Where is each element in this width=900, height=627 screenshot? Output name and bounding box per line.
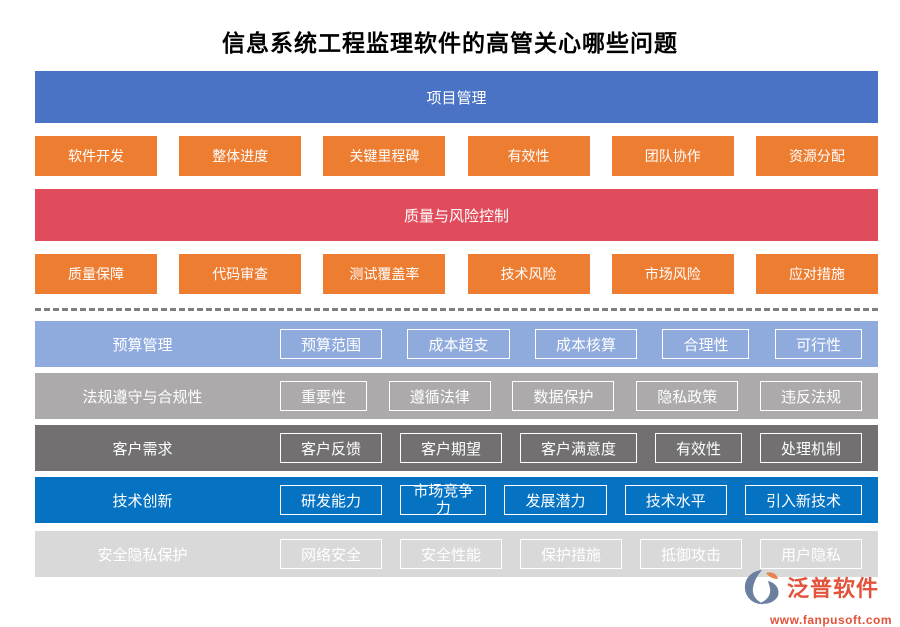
row-label: 法规遵守与合规性: [82, 388, 203, 406]
item-pill: 发展潜力: [504, 485, 607, 515]
vendor-name: 泛普软件: [786, 576, 879, 602]
item-pill: 处理机制: [759, 433, 862, 463]
item-pill: 保护措施: [519, 539, 622, 569]
row-label: 安全隐私保护: [97, 546, 188, 564]
vendor-url: www.fanpusoft.com: [769, 613, 892, 627]
item-pill: 研发能力: [280, 485, 383, 515]
item-pill: 重要性: [280, 381, 368, 411]
item-box: 市场风险: [611, 254, 734, 294]
item-box: 关键里程碑: [323, 136, 446, 176]
item-pill: 可行性: [774, 329, 862, 359]
row-items: 客户反馈 客户期望 客户满意度 有效性 处理机制: [280, 433, 862, 463]
row-label: 预算管理: [112, 336, 173, 354]
item-pill: 网络安全: [280, 539, 383, 569]
row-items: 研发能力 市场竞争力 发展潜力 技术水平 引入新技术: [280, 483, 862, 517]
item-pill: 合理性: [662, 329, 750, 359]
item-box: 测试覆盖率: [323, 254, 446, 294]
item-pill: 客户反馈: [280, 433, 383, 463]
row-items: 预算范围 成本超支 成本核算 合理性 可行性: [280, 329, 862, 359]
row-budget-management: 预算管理 预算范围 成本超支 成本核算 合理性 可行性: [35, 321, 878, 367]
vendor-watermark: 泛普软件 www.fanpusoft.com: [742, 567, 892, 627]
item-pill: 客户满意度: [519, 433, 637, 463]
item-box: 应对措施: [755, 254, 878, 294]
section-header-quality-risk: 质量与风险控制: [35, 189, 878, 241]
project-management-items: 软件开发 整体进度 关键里程碑 有效性 团队协作 资源分配: [35, 136, 878, 176]
item-pill: 安全性能: [399, 539, 502, 569]
quality-risk-items: 质量保障 代码审查 测试覆盖率 技术风险 市场风险 应对措施: [35, 254, 878, 294]
item-box: 有效性: [467, 136, 590, 176]
item-box: 整体进度: [179, 136, 302, 176]
item-box: 团队协作: [611, 136, 734, 176]
row-label: 客户需求: [112, 440, 173, 458]
item-pill: 有效性: [654, 433, 742, 463]
item-pill: 成本超支: [407, 329, 510, 359]
page-title: 信息系统工程监理软件的高管关心哪些问题: [222, 30, 678, 56]
row-items: 重要性 遵循法律 数据保护 隐私政策 违反法规: [280, 381, 862, 411]
item-pill: 用户隐私: [759, 539, 862, 569]
item-pill: 隐私政策: [636, 381, 739, 411]
diagram-body: 项目管理 软件开发 整体进度 关键里程碑 有效性 团队协作 资源分配 质量与风险…: [35, 71, 878, 577]
section-header-project-management: 项目管理: [35, 71, 878, 123]
item-pill: 成本核算: [534, 329, 637, 359]
item-box: 质量保障: [35, 254, 157, 294]
row-tech-innovation: 技术创新 研发能力 市场竞争力 发展潜力 技术水平 引入新技术: [35, 477, 878, 523]
item-pill: 引入新技术: [744, 485, 862, 515]
item-pill: 数据保护: [512, 381, 615, 411]
item-pill: 违反法规: [759, 381, 862, 411]
item-box: 技术风险: [467, 254, 590, 294]
item-pill: 抵御攻击: [639, 539, 742, 569]
item-pill: 客户期望: [399, 433, 502, 463]
fanpu-swirl-icon: [742, 567, 784, 612]
row-label: 技术创新: [112, 492, 173, 510]
item-pill: 市场竞争力: [400, 483, 487, 517]
row-items: 网络安全 安全性能 保护措施 抵御攻击 用户隐私: [280, 539, 862, 569]
item-pill: 技术水平: [624, 485, 727, 515]
item-pill: 预算范围: [280, 329, 383, 359]
item-box: 资源分配: [755, 136, 878, 176]
row-customer-needs: 客户需求 客户反馈 客户期望 客户满意度 有效性 处理机制: [35, 425, 878, 471]
row-security-privacy: 安全隐私保护 网络安全 安全性能 保护措施 抵御攻击 用户隐私: [35, 531, 878, 577]
row-legal-compliance: 法规遵守与合规性 重要性 遵循法律 数据保护 隐私政策 违反法规: [35, 373, 878, 419]
dashed-divider: [35, 308, 878, 311]
item-box: 代码审查: [179, 254, 302, 294]
item-box: 软件开发: [35, 136, 157, 176]
item-pill: 遵循法律: [388, 381, 491, 411]
